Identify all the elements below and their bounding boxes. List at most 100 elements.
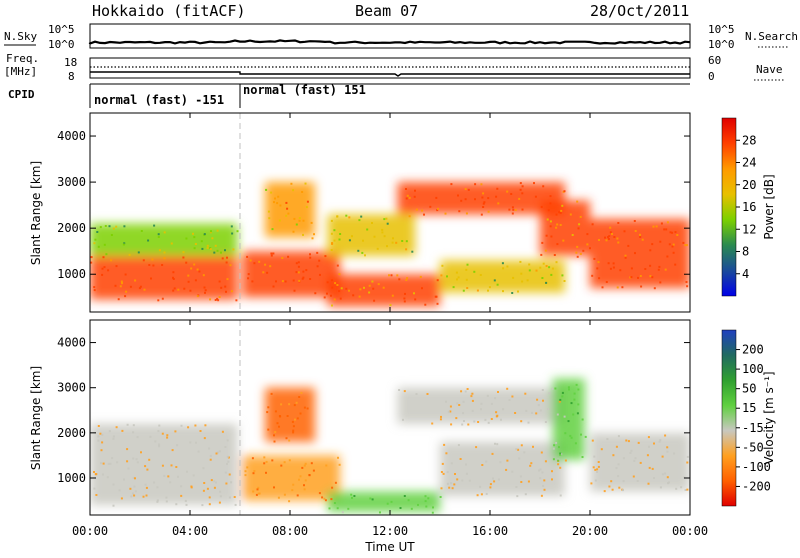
echo-cell: [652, 225, 655, 228]
echo-cell: [202, 467, 205, 470]
echo-cell: [115, 225, 118, 228]
echo-cell: [487, 197, 490, 200]
echo-cell: [173, 287, 176, 290]
echo-cell: [533, 182, 535, 185]
echo-cell: [661, 455, 664, 458]
echo-cell: [519, 188, 522, 191]
echo-cell: [633, 459, 636, 462]
echo-cell: [457, 276, 460, 279]
echo-cell: [256, 488, 259, 491]
echo-cell: [148, 458, 151, 461]
echo-cell: [301, 277, 304, 280]
echo-cell: [257, 492, 260, 495]
echo-cell: [120, 497, 123, 500]
echo-cell: [100, 462, 102, 465]
echo-cell: [658, 440, 661, 443]
echo-cell: [386, 245, 388, 248]
echo-cell: [316, 265, 319, 268]
echo-cell: [532, 445, 534, 448]
echo-cell: [586, 243, 589, 246]
echo-cell: [336, 507, 339, 510]
echo-cell: [219, 495, 222, 498]
echo-cell: [142, 495, 145, 498]
echo-cell: [303, 484, 305, 487]
echo-cell: [473, 420, 476, 423]
echo-cell: [249, 259, 252, 262]
echo-cell: [182, 256, 185, 259]
echo-cell: [132, 431, 135, 434]
echo-cell: [270, 392, 273, 395]
echo-cell: [270, 252, 273, 255]
echo-cell: [112, 437, 115, 440]
echo-cell: [134, 490, 137, 493]
echo-cell: [480, 493, 483, 496]
echo-cell: [383, 235, 386, 238]
echo-cell: [267, 406, 270, 409]
echo-cell: [570, 402, 573, 405]
echo-cell: [398, 389, 401, 391]
echo-cell: [539, 409, 542, 412]
echo-cell: [594, 479, 597, 482]
echo-cell: [644, 268, 647, 270]
echo-cell: [457, 194, 459, 197]
echo-cell: [639, 236, 642, 238]
echo-cell: [314, 292, 317, 295]
echo-cell: [483, 201, 486, 204]
echo-cell: [309, 253, 311, 256]
echo-cell: [123, 242, 126, 245]
echo-cell: [648, 445, 650, 448]
echo-cell: [93, 286, 96, 289]
echo-cell: [216, 249, 219, 252]
echo-cell: [436, 302, 439, 305]
echo-cell: [419, 275, 422, 278]
echo-cell: [101, 473, 104, 476]
echo-cell: [653, 442, 655, 445]
echo-region: [540, 200, 590, 256]
echo-cell: [612, 266, 615, 269]
echo-cell: [441, 462, 444, 465]
echo-cell: [391, 294, 394, 297]
echo-cell: [120, 280, 123, 283]
echo-cell: [531, 411, 533, 414]
echo-cell: [561, 395, 564, 398]
beam-title: Beam 07: [355, 2, 418, 20]
echo-cell: [666, 450, 669, 453]
echo-cell: [185, 503, 188, 506]
echo-cell: [426, 393, 429, 395]
echo-cell: [112, 504, 115, 507]
echo-cell: [218, 280, 221, 283]
echo-cell: [506, 190, 509, 193]
echo-cell: [449, 410, 452, 413]
echo-cell: [204, 424, 207, 427]
echo-cell: [660, 222, 663, 225]
echo-cell: [339, 297, 342, 300]
echo-cell: [172, 289, 175, 292]
echo-cell: [331, 286, 334, 289]
echo-cell: [535, 412, 538, 415]
echo-cell: [107, 269, 110, 272]
echo-cell: [330, 232, 333, 235]
colorbar-tick-label: -200: [742, 479, 771, 493]
y-tick-label: 2000: [57, 221, 86, 235]
echo-cell: [476, 289, 479, 292]
echo-cell: [607, 236, 609, 239]
echo-cell: [161, 432, 164, 435]
echo-cell: [558, 446, 560, 449]
echo-cell: [310, 221, 313, 224]
echo-cell: [639, 233, 641, 236]
echo-cell: [264, 263, 267, 266]
echo-cell: [511, 292, 514, 294]
echo-cell: [440, 415, 442, 418]
echo-cell: [326, 281, 329, 284]
echo-cell: [283, 461, 286, 464]
echo-cell: [561, 274, 564, 277]
echo-cell: [280, 464, 283, 467]
echo-cell: [605, 239, 608, 242]
echo-cell: [262, 271, 265, 274]
echo-cell: [163, 257, 166, 260]
echo-cell: [598, 239, 600, 241]
echo-cell: [328, 507, 331, 510]
freq-label-line1: Freq.: [6, 52, 39, 65]
echo-cell: [345, 287, 348, 290]
echo-cell: [618, 486, 621, 489]
